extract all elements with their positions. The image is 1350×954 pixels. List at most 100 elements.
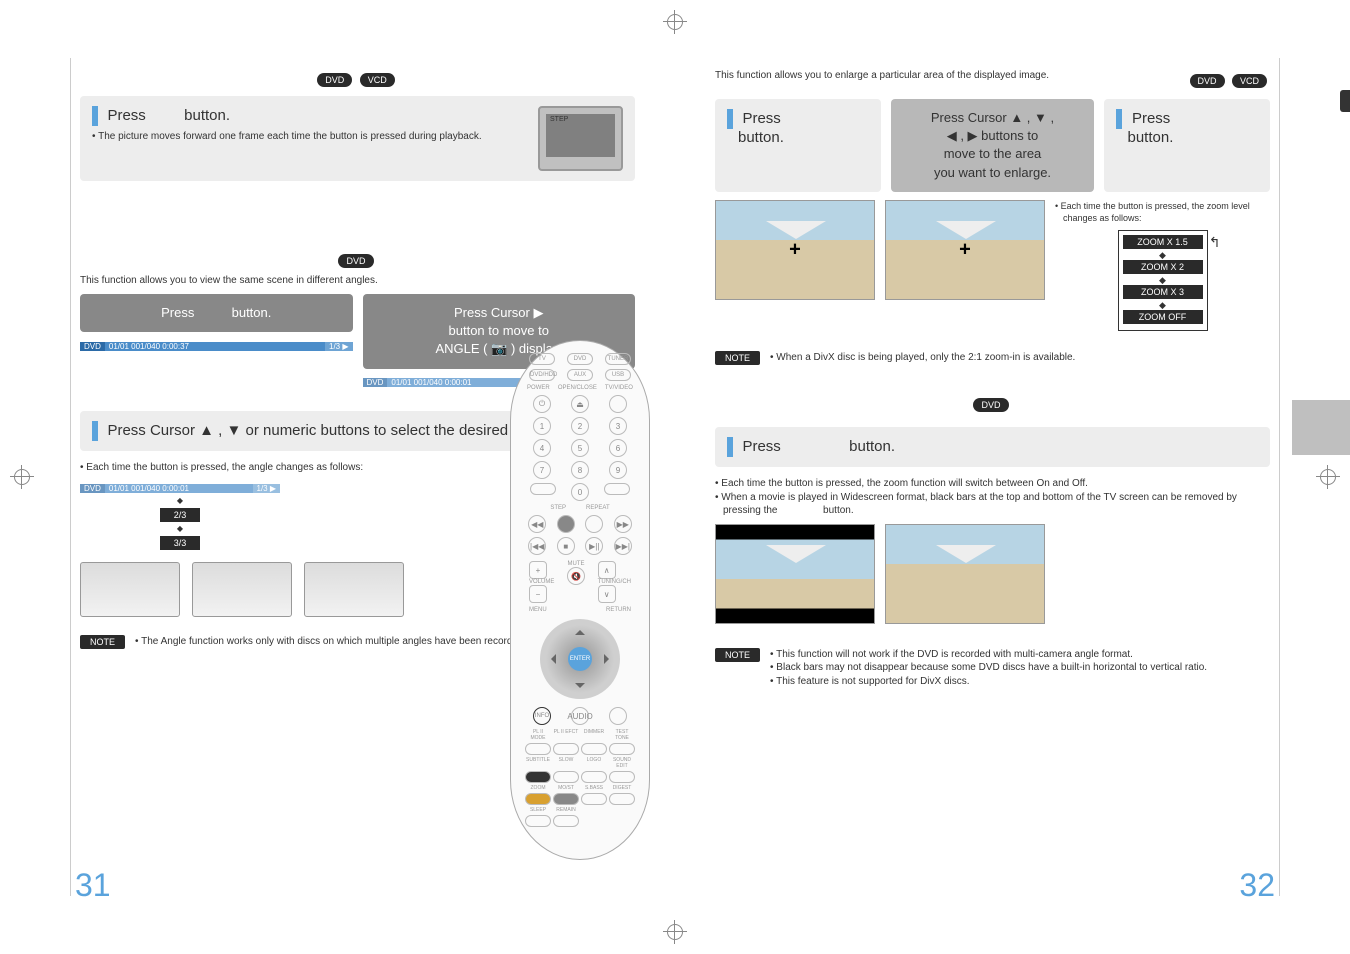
zoom-level-diagram: ZOOM X 1.5 ◆ ZOOM X 2 ◆ ZOOM X 3 ◆ ZOOM … <box>1118 230 1208 331</box>
ezview-note-1: Each time the button is pressed, the zoo… <box>715 477 1270 491</box>
loop-arrow-icon: ↰ <box>1209 234 1221 251</box>
remain-btn <box>530 483 556 495</box>
step-repeat-labels: STEP REPEAT <box>511 503 649 513</box>
zoom-step-3: Press button. <box>1104 99 1270 192</box>
angle-sequence: DVD 01/01 001/040 0:00:01 1/3 ▶ ◆ 2/3 ◆ … <box>80 480 280 552</box>
left-disc-tags: DVD VCD <box>80 70 635 88</box>
stop-icon: ■ <box>557 537 575 555</box>
tvvideo-btn <box>609 395 627 413</box>
dpad-right-icon <box>604 654 614 664</box>
zoom-intro-text: This function allows you to enlarge a pa… <box>715 70 1190 81</box>
vcd-tag-r: VCD <box>1232 74 1267 88</box>
bottom-note-2: This feature is not supported for DivX d… <box>770 675 1270 689</box>
angle-intro: This function allows you to view the sam… <box>80 275 635 286</box>
zoom-step-1: Press button. <box>715 99 881 192</box>
remote-row-1: TV DVD TUNER <box>511 351 649 367</box>
bottom-note-0: This function will not work if the DVD i… <box>770 648 1270 662</box>
button-label: button. <box>232 305 272 320</box>
zoom-images-row: + + Each time the button is pressed, the… <box>715 200 1270 337</box>
page-number-right: 32 <box>1239 867 1275 904</box>
dvd-tag-ez: DVD <box>973 398 1008 412</box>
repeat-btn <box>585 515 603 533</box>
remote-btn-aux: AUX <box>567 369 593 381</box>
plus-icon: + <box>789 238 801 261</box>
note-tag-bottom: NOTE <box>715 648 760 662</box>
dvd-tag: DVD <box>317 73 352 87</box>
remote-btn-usb: USB <box>605 369 631 381</box>
dpad-up-icon <box>575 625 585 635</box>
audio-btn: AUDIO <box>571 707 589 725</box>
seq-down-2: ◆ <box>80 524 280 533</box>
ezview-step-bar: Press button. <box>715 427 1270 467</box>
zoom-level-3: ZOOM OFF <box>1123 310 1203 324</box>
enter-button: ENTER <box>568 647 592 671</box>
remote-btn-tv: TV <box>529 353 555 365</box>
seq-strip: DVD 01/01 001/040 0:00:01 1/3 ▶ <box>80 480 280 496</box>
tv-label: STEP <box>550 116 568 123</box>
next-icon: ▶▶| <box>614 537 632 555</box>
side-thumb-tab <box>1292 400 1350 455</box>
transport-row-1: ◀◀▶▶ <box>511 513 649 535</box>
zoom-press-3: Press <box>1132 110 1170 127</box>
registration-mark-left <box>10 465 34 489</box>
remote-control-illustration: TV DVD TUNER DVD/HDD AUX USB POWER OPEN/… <box>510 340 650 860</box>
vol-tuning-row: + VOLUME − MUTE 🔇 ∧ TUNING/CH ∨ <box>511 557 649 607</box>
numpad-row-1: 123 <box>511 415 649 437</box>
step-btn <box>557 515 575 533</box>
registration-mark-top <box>663 10 687 34</box>
strip1-mid: 01/01 001/040 0:00:37 <box>105 342 325 351</box>
ezview-press: Press <box>742 438 780 455</box>
ezview-disc-tag: DVD <box>715 395 1270 413</box>
transport-row-2: |◀◀■▶||▶▶| <box>511 535 649 557</box>
page-right: This function allows you to enlarge a pa… <box>715 70 1270 894</box>
bottom-grid: PL II MODEPL II EFCTDIMMERTEST TONE SUBT… <box>511 727 649 829</box>
zoom-button-1: button. <box>738 129 869 146</box>
page-number-left: 31 <box>75 867 111 904</box>
vol-up-icon: + <box>529 561 547 579</box>
accent-bar <box>92 106 98 126</box>
rew-icon: ◀◀ <box>528 515 546 533</box>
registration-mark-right <box>1316 465 1340 489</box>
strip1-dvd: DVD <box>80 342 105 351</box>
step-press-heading: Press button. <box>107 107 230 124</box>
spread: DVD VCD Press button. The picture moves … <box>80 70 1270 894</box>
accent-bar-3 <box>92 421 98 441</box>
bottom-note-1: Black bars may not disappear because som… <box>770 661 1270 675</box>
remote-btn-dvd: DVD <box>567 353 593 365</box>
ezview-before <box>715 524 875 624</box>
angle-step-1: Press button. <box>80 294 353 332</box>
car-angle-3 <box>304 562 404 617</box>
zoom-steps-row: Press button. Press Cursor ▲ , ▼ , ◀ , ▶… <box>715 99 1270 192</box>
zoom-press-1: Press <box>742 110 780 127</box>
ezview-button: button. <box>849 438 895 455</box>
remote-btn-tuner: TUNER <box>605 353 631 365</box>
side-thumb-tab-dark <box>1340 90 1350 112</box>
zoom-level-0: ZOOM X 1.5 <box>1123 235 1203 249</box>
power-icon: ⏻ <box>533 395 551 413</box>
bottom-note-row: NOTE This function will not work if the … <box>715 648 1270 689</box>
press-word: Press <box>107 107 145 124</box>
beach-preview-2: + <box>885 200 1045 300</box>
dpad-left-icon <box>546 654 556 664</box>
zoom-header: This function allows you to enlarge a pa… <box>715 70 1270 89</box>
seq-step-2: 2/3 <box>160 508 200 522</box>
ch-up-icon: ∧ <box>598 561 616 579</box>
press-label: Press <box>161 305 194 320</box>
zoom-button-3: button. <box>1127 129 1258 146</box>
eject-icon: ⏏ <box>571 395 589 413</box>
button-word: button. <box>184 107 230 124</box>
dvd-tag-r: DVD <box>1190 74 1225 88</box>
angle-icon: 📷 <box>491 341 507 356</box>
seq-down-1: ◆ <box>80 496 280 505</box>
ezview-after <box>885 524 1045 624</box>
seq-step-3: 3/3 <box>160 536 200 550</box>
angle-strip-1: DVD 01/01 001/040 0:00:37 1/3 ▶ <box>80 338 353 354</box>
step2-line1: Press Cursor ▶ <box>373 304 626 322</box>
numpad-row-3: 789 <box>511 459 649 481</box>
info-audio-row: INFO AUDIO <box>511 705 649 727</box>
zoom-level-note: Each time the button is pressed, the zoo… <box>1055 200 1270 224</box>
cancel-btn <box>604 483 630 495</box>
info-btn: INFO <box>533 707 551 725</box>
remote-row-power: ⏻ ⏏ <box>511 393 649 415</box>
note-tag: NOTE <box>80 635 125 649</box>
